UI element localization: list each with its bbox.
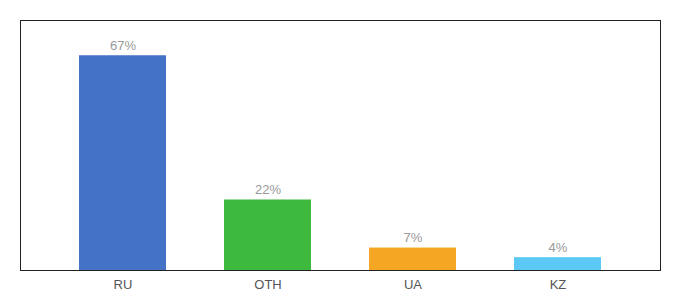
svg-text:OTH: OTH [254,277,281,292]
svg-text:RU: RU [114,277,133,292]
svg-text:UA: UA [404,277,422,292]
svg-text:7%: 7% [404,230,423,245]
svg-text:KZ: KZ [550,277,567,292]
svg-text:22%: 22% [255,182,281,197]
svg-text:67%: 67% [110,38,136,53]
svg-text:4%: 4% [549,240,568,255]
